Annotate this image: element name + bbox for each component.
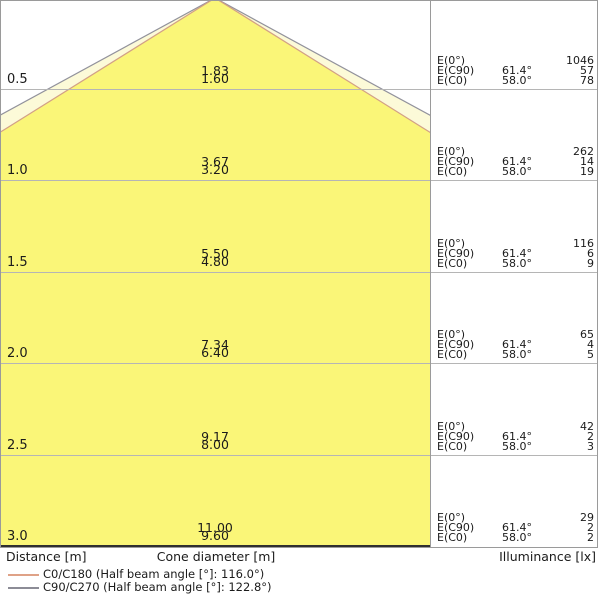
legend-item-c90-c270: C90/C270 (Half beam angle [°]: 122.8°)	[0, 581, 420, 594]
ec0-value: 78	[580, 74, 594, 87]
legend-item-c0-c180: C0/C180 (Half beam angle [°]: 116.0°)	[0, 568, 420, 581]
e0-value: 65	[580, 328, 594, 341]
ec0-label: E(C0)	[437, 74, 468, 87]
ec90-angle: 61.4°	[502, 247, 532, 260]
ec90-angle: 61.4°	[502, 430, 532, 443]
cone-diameter-values: 7.34 6.40	[201, 337, 229, 360]
e0-value: 1046	[566, 54, 594, 67]
distance-axis-label: Distance [m]	[6, 549, 87, 564]
distance-tick-label: 1.5	[7, 255, 28, 270]
illuminance-group-2-0m: E(0°) 65 E(C90) 61.4° 4 E(C0) 58.0° 5	[437, 328, 594, 362]
e0-value: 262	[573, 145, 594, 158]
cone-diameter-values: 9.17 8.00	[201, 429, 229, 452]
distance-tick-label: 1.0	[7, 163, 28, 178]
e0-value: 116	[573, 237, 594, 250]
ec0-angle: 58.0°	[502, 348, 532, 361]
ec90-value: 2	[587, 521, 594, 534]
distance-tick-label: 2.5	[7, 438, 28, 453]
ec90-label: E(C90)	[437, 64, 475, 77]
e0-label: E(0°)	[437, 237, 466, 250]
distance-tick-label: 3.0	[7, 529, 28, 544]
c0-c180-line-swatch	[8, 574, 39, 576]
e0-value: 42	[580, 420, 594, 433]
ec90-angle: 61.4°	[502, 155, 532, 168]
ec0-label: E(C0)	[437, 257, 468, 270]
ec90-label: E(C90)	[437, 338, 475, 351]
ec90-value: 4	[587, 338, 594, 351]
e0-label: E(0°)	[437, 420, 466, 433]
legend-label: C0/C180 (Half beam angle [°]: 116.0°)	[43, 567, 265, 581]
ec0-angle: 58.0°	[502, 257, 532, 270]
ec90-value: 6	[587, 247, 594, 260]
cone-diameter-axis-label: Cone diameter [m]	[156, 549, 276, 564]
ec0-value: 3	[587, 440, 594, 453]
chart-area: 0.5 1.0 1.5 2.0 2.5 3.0 1.83 1.60 3.67 3.2…	[0, 0, 598, 548]
ec0-label: E(C0)	[437, 531, 468, 544]
ec0-angle: 58.0°	[502, 165, 532, 178]
illuminance-group-3-0m: E(0°) 29 E(C90) 61.4° 2 E(C0) 58.0° 2	[437, 511, 594, 545]
ec90-value: 57	[580, 64, 594, 77]
ec90-label: E(C90)	[437, 155, 475, 168]
distance-tick-label: 2.0	[7, 346, 28, 361]
illuminance-group-0-5m: E(0°) 1046 E(C90) 61.4° 57 E(C0) 58.0° 78	[437, 54, 594, 88]
c90-c270-line-swatch	[8, 587, 39, 589]
illuminance-group-2-5m: E(0°) 42 E(C90) 61.4° 2 E(C0) 58.0° 3	[437, 420, 594, 454]
legend-label: C90/C270 (Half beam angle [°]: 122.8°)	[43, 580, 272, 594]
ec0-angle: 58.0°	[502, 74, 532, 87]
cone-c0-c180	[1, 1, 430, 547]
e0-label: E(0°)	[437, 328, 466, 341]
ec90-label: E(C90)	[437, 521, 475, 534]
ec90-angle: 61.4°	[502, 338, 532, 351]
ec0-value: 5	[587, 348, 594, 361]
ec0-label: E(C0)	[437, 165, 468, 178]
illuminance-axis-label: Illuminance [lx]	[499, 549, 596, 564]
e0-label: E(0°)	[437, 511, 466, 524]
ec0-value: 9	[587, 257, 594, 270]
ec90-label: E(C90)	[437, 430, 475, 443]
ec90-label: E(C90)	[437, 247, 475, 260]
e0-label: E(0°)	[437, 145, 466, 158]
cone-diameter-values: 3.67 3.20	[201, 154, 229, 177]
ec0-angle: 58.0°	[502, 531, 532, 544]
ec90-angle: 61.4°	[502, 521, 532, 534]
ec0-label: E(C0)	[437, 440, 468, 453]
illuminance-group-1-5m: E(0°) 116 E(C90) 61.4° 6 E(C0) 58.0° 9	[437, 237, 594, 271]
ec90-angle: 61.4°	[502, 64, 532, 77]
ec0-value: 19	[580, 165, 594, 178]
cone-diameter-values: 11.00 9.60	[197, 520, 233, 543]
ec90-value: 2	[587, 430, 594, 443]
e0-value: 29	[580, 511, 594, 524]
light-cone-plot	[1, 1, 597, 547]
ec0-label: E(C0)	[437, 348, 468, 361]
distance-tick-label: 0.5	[7, 72, 28, 87]
e0-label: E(0°)	[437, 54, 466, 67]
ec0-value: 2	[587, 531, 594, 544]
cone-diameter-values: 1.83 1.60	[201, 63, 229, 86]
cone-diameter-values: 5.50 4.80	[201, 246, 229, 269]
ec90-value: 14	[580, 155, 594, 168]
ec0-angle: 58.0°	[502, 440, 532, 453]
illuminance-group-1-0m: E(0°) 262 E(C90) 61.4° 14 E(C0) 58.0° 19	[437, 145, 594, 179]
